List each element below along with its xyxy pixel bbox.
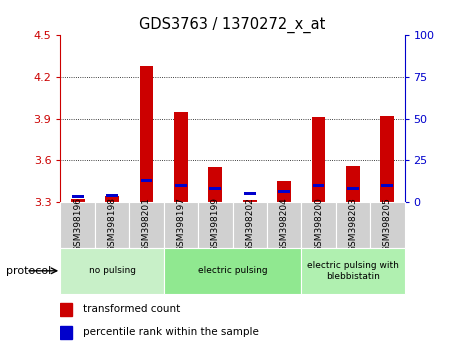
Bar <box>244 192 256 195</box>
Bar <box>71 199 85 202</box>
Bar <box>60 248 164 294</box>
Bar <box>60 202 95 248</box>
Bar <box>267 202 301 248</box>
Title: GDS3763 / 1370272_x_at: GDS3763 / 1370272_x_at <box>140 16 326 33</box>
Text: GSM398196: GSM398196 <box>73 197 82 252</box>
Text: electric pulsing with
blebbistatin: electric pulsing with blebbistatin <box>307 261 399 280</box>
Bar <box>346 166 360 202</box>
Text: GSM398202: GSM398202 <box>245 198 254 252</box>
Bar <box>164 202 198 248</box>
Bar <box>60 326 73 339</box>
Text: GSM398200: GSM398200 <box>314 197 323 252</box>
Bar <box>209 187 221 190</box>
Text: GSM398199: GSM398199 <box>211 197 220 252</box>
Bar <box>198 202 232 248</box>
Bar <box>60 303 73 316</box>
Bar <box>301 248 405 294</box>
Bar <box>95 202 129 248</box>
Bar <box>243 200 257 202</box>
Text: electric pulsing: electric pulsing <box>198 266 267 275</box>
Bar <box>232 202 267 248</box>
Text: GSM398204: GSM398204 <box>279 198 289 252</box>
Text: GSM398205: GSM398205 <box>383 197 392 252</box>
Text: protocol: protocol <box>6 266 51 276</box>
Text: no pulsing: no pulsing <box>88 266 136 275</box>
Bar <box>278 190 290 193</box>
Text: percentile rank within the sample: percentile rank within the sample <box>83 327 259 337</box>
Bar <box>140 66 153 202</box>
Bar <box>347 187 359 190</box>
Bar <box>336 202 370 248</box>
Text: transformed count: transformed count <box>83 304 180 314</box>
Bar <box>370 202 405 248</box>
Bar <box>105 196 119 202</box>
Bar <box>164 248 301 294</box>
Bar <box>72 195 84 198</box>
Text: GSM398201: GSM398201 <box>142 197 151 252</box>
Bar <box>381 184 393 187</box>
Bar <box>106 194 118 197</box>
Bar <box>208 167 222 202</box>
Bar <box>380 116 394 202</box>
Bar <box>175 184 187 187</box>
Bar <box>174 112 188 202</box>
Text: GSM398198: GSM398198 <box>107 197 117 252</box>
Bar <box>301 202 336 248</box>
Text: GSM398203: GSM398203 <box>348 197 358 252</box>
Bar <box>140 179 153 182</box>
Bar <box>312 184 325 187</box>
Text: GSM398197: GSM398197 <box>176 197 186 252</box>
Bar <box>277 181 291 202</box>
Bar <box>312 117 326 202</box>
Bar <box>129 202 164 248</box>
